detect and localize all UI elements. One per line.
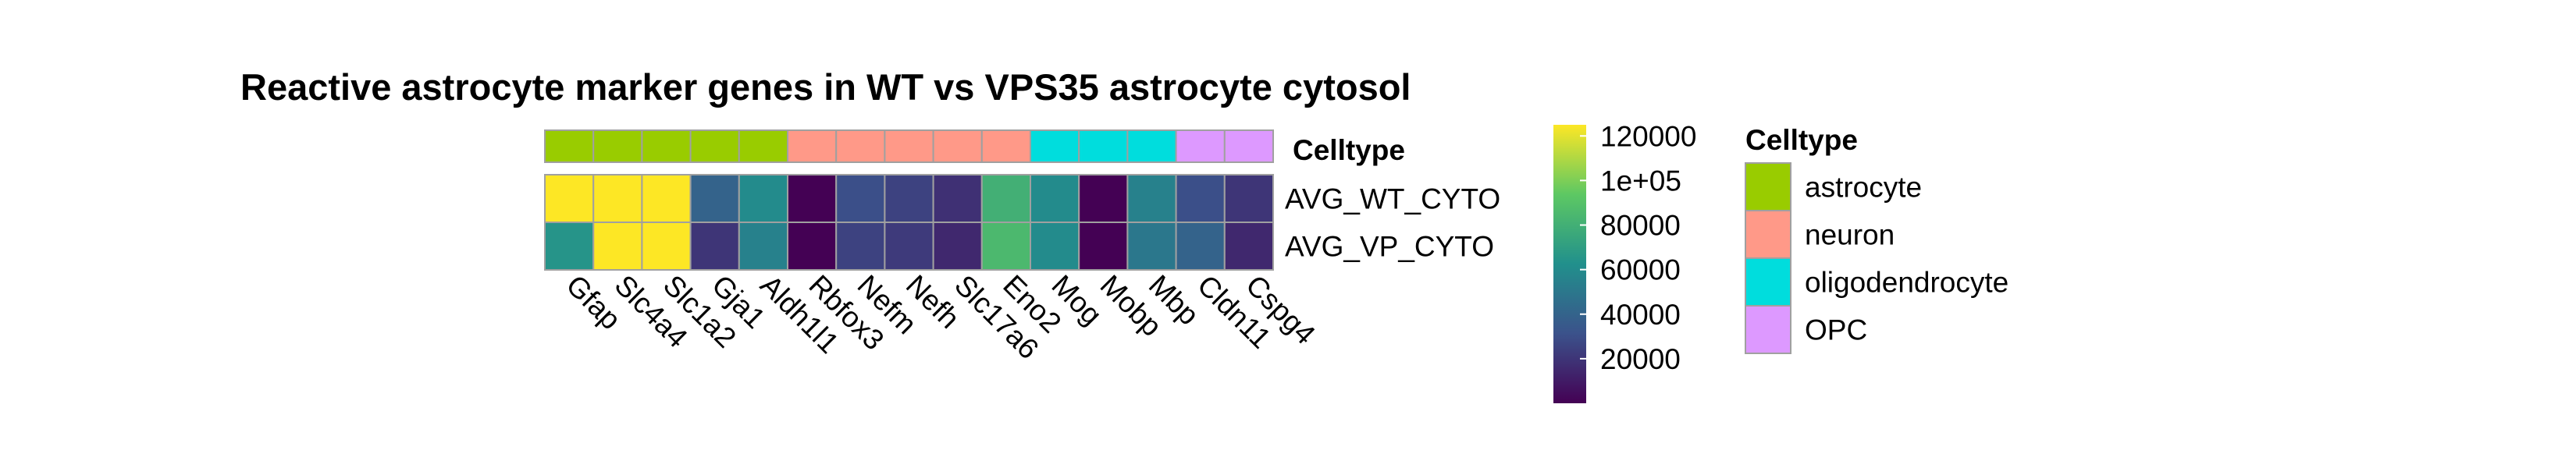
heatmap-cell-avg-wt-cyto-nefh	[884, 174, 934, 223]
heatmap-cell-avg-wt-cyto-mbp	[1126, 174, 1177, 223]
legend-swatch-oligodendrocyte	[1745, 257, 1791, 307]
column-labels: GfapSlc4a4Slc1a2Gja1Aldh1l1Rbfox3NefmNef…	[560, 269, 1321, 366]
heatmap-cell-avg-wt-cyto-gfap	[544, 174, 595, 223]
chart-title: Reactive astrocyte marker genes in WT vs…	[240, 66, 1411, 108]
annotation-cell-mog	[1030, 129, 1080, 163]
colorbar-tick-label: 60000	[1600, 254, 1681, 286]
annotation-cell-mobp	[1078, 129, 1129, 163]
heatmap-cell-avg-wt-cyto-aldh1l1	[738, 174, 788, 223]
colorbar-tick-label: 80000	[1600, 210, 1681, 242]
heatmap-cell-avg-vp-cyto-cspg4	[1223, 222, 1275, 271]
legend-swatch-neuron	[1745, 210, 1791, 259]
heatmap-cell-avg-wt-cyto-mobp	[1078, 174, 1129, 223]
annotation-track-label: Celltype	[1293, 134, 1405, 166]
colorbar: 20000 40000 60000 80000 1e+05 120000	[1553, 120, 1696, 403]
annotation-cell-slc17a6	[932, 129, 983, 163]
heatmap-cell-avg-vp-cyto-gja1	[689, 222, 740, 271]
legend-label-oligodendrocyte: oligodendrocyte	[1805, 267, 2008, 299]
legend-swatch-astrocyte	[1745, 162, 1791, 211]
annotation-cell-aldh1l1	[738, 129, 788, 163]
colorbar-tick-label: 1e+05	[1600, 165, 1681, 197]
heatmap-cell-avg-vp-cyto-nefh	[884, 222, 934, 271]
row-labels: AVG_WT_CYTO AVG_VP_CYTO	[1285, 183, 1500, 263]
annotation-cell-cldn11	[1175, 129, 1226, 163]
annotation-cell-gja1	[689, 129, 740, 163]
heatmap-cell-avg-wt-cyto-mog	[1030, 174, 1080, 223]
colorbar-gradient	[1553, 125, 1586, 403]
column-label-gfap: Gfap	[560, 269, 627, 336]
heatmap-cell-avg-vp-cyto-mbp	[1126, 222, 1177, 271]
heatmap-cell-avg-vp-cyto-slc1a2	[641, 222, 692, 271]
legend-title: Celltype	[1745, 124, 1858, 156]
heatmap-cell-avg-vp-cyto-gfap	[544, 222, 595, 271]
annotation-cell-nefm	[835, 129, 886, 163]
annotation-cell-rbfox3	[787, 129, 838, 163]
heatmap-cell-avg-wt-cyto-cspg4	[1223, 174, 1275, 223]
annotation-cell-eno2	[980, 129, 1032, 163]
heatmap-cell-avg-wt-cyto-rbfox3	[787, 174, 838, 223]
annotation-cell-slc1a2	[641, 129, 692, 163]
row-label-avg-vp-cyto: AVG_VP_CYTO	[1285, 231, 1494, 263]
heatmap-cell-avg-vp-cyto-aldh1l1	[738, 222, 788, 271]
heatmap-cell-avg-wt-cyto-slc4a4	[592, 174, 643, 223]
heatmap-cell-avg-vp-cyto-nefm	[835, 222, 886, 271]
annotation-cell-cspg4	[1223, 129, 1275, 163]
heatmap-cell-avg-vp-cyto-mog	[1030, 222, 1080, 271]
heatmap-cell-avg-vp-cyto-slc17a6	[932, 222, 983, 271]
colorbar-tick-label: 40000	[1600, 299, 1681, 331]
heatmap-cell-avg-wt-cyto-gja1	[689, 174, 740, 223]
colorbar-tick-label: 20000	[1600, 343, 1681, 375]
row-label-avg-wt-cyto: AVG_WT_CYTO	[1285, 183, 1500, 215]
heatmap-cell-avg-vp-cyto-rbfox3	[787, 222, 838, 271]
heatmap-cell-avg-wt-cyto-cldn11	[1175, 174, 1226, 223]
heatmap-cell-avg-wt-cyto-slc1a2	[641, 174, 692, 223]
heatmap-cell-avg-wt-cyto-eno2	[980, 174, 1032, 223]
heatmap-cell-avg-vp-cyto-eno2	[980, 222, 1032, 271]
heatmap-grid	[544, 174, 1275, 271]
legend-label-neuron: neuron	[1805, 219, 1895, 251]
annotation-cell-nefh	[884, 129, 934, 163]
annotation-track	[544, 129, 1275, 163]
heatmap-cell-avg-vp-cyto-mobp	[1078, 222, 1129, 271]
heatmap-cell-avg-vp-cyto-slc4a4	[592, 222, 643, 271]
heatmap-cell-avg-wt-cyto-nefm	[835, 174, 886, 223]
legend-label-astrocyte: astrocyte	[1805, 172, 1922, 204]
celltype-legend: Celltype astrocyte neuron oligodendrocyte O…	[1745, 124, 2008, 354]
colorbar-tick-label: 120000	[1600, 120, 1696, 152]
annotation-cell-mbp	[1126, 129, 1177, 163]
heatmap-cell-avg-wt-cyto-slc17a6	[932, 174, 983, 223]
legend-label-opc: OPC	[1805, 314, 1867, 346]
annotation-cell-slc4a4	[592, 129, 643, 163]
heatmap-cell-avg-vp-cyto-cldn11	[1175, 222, 1226, 271]
annotation-cell-gfap	[544, 129, 595, 163]
legend-swatch-opc	[1745, 305, 1791, 354]
